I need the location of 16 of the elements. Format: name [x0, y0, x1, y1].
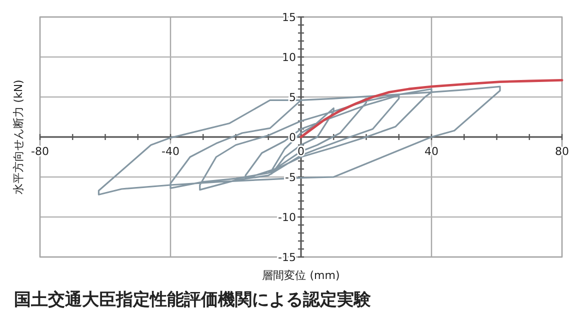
x-axis-title: 層間変位 (mm)	[262, 269, 340, 282]
x-tick-label: -40	[162, 145, 180, 158]
y-tick-label: -10	[278, 211, 296, 224]
line-series	[300, 79, 564, 138]
x-tick-label: 80	[555, 145, 569, 158]
y-tick-label: 0	[289, 131, 296, 144]
y-tick-label: 10	[282, 51, 296, 64]
x-tick-label: 40	[424, 145, 438, 158]
y-tick-label: -5	[285, 171, 296, 184]
y-axis-title: 水平方向せん断力 (kN)	[12, 80, 25, 194]
y-tick-label: 15	[282, 11, 296, 24]
y-tick-label: -15	[278, 251, 296, 264]
y-tick-label: 5	[289, 91, 296, 104]
text: 国土交通大臣指定性能評価機関による認定実験	[14, 290, 372, 310]
x-tick-label: -80	[31, 145, 49, 158]
line-series	[98, 86, 501, 196]
